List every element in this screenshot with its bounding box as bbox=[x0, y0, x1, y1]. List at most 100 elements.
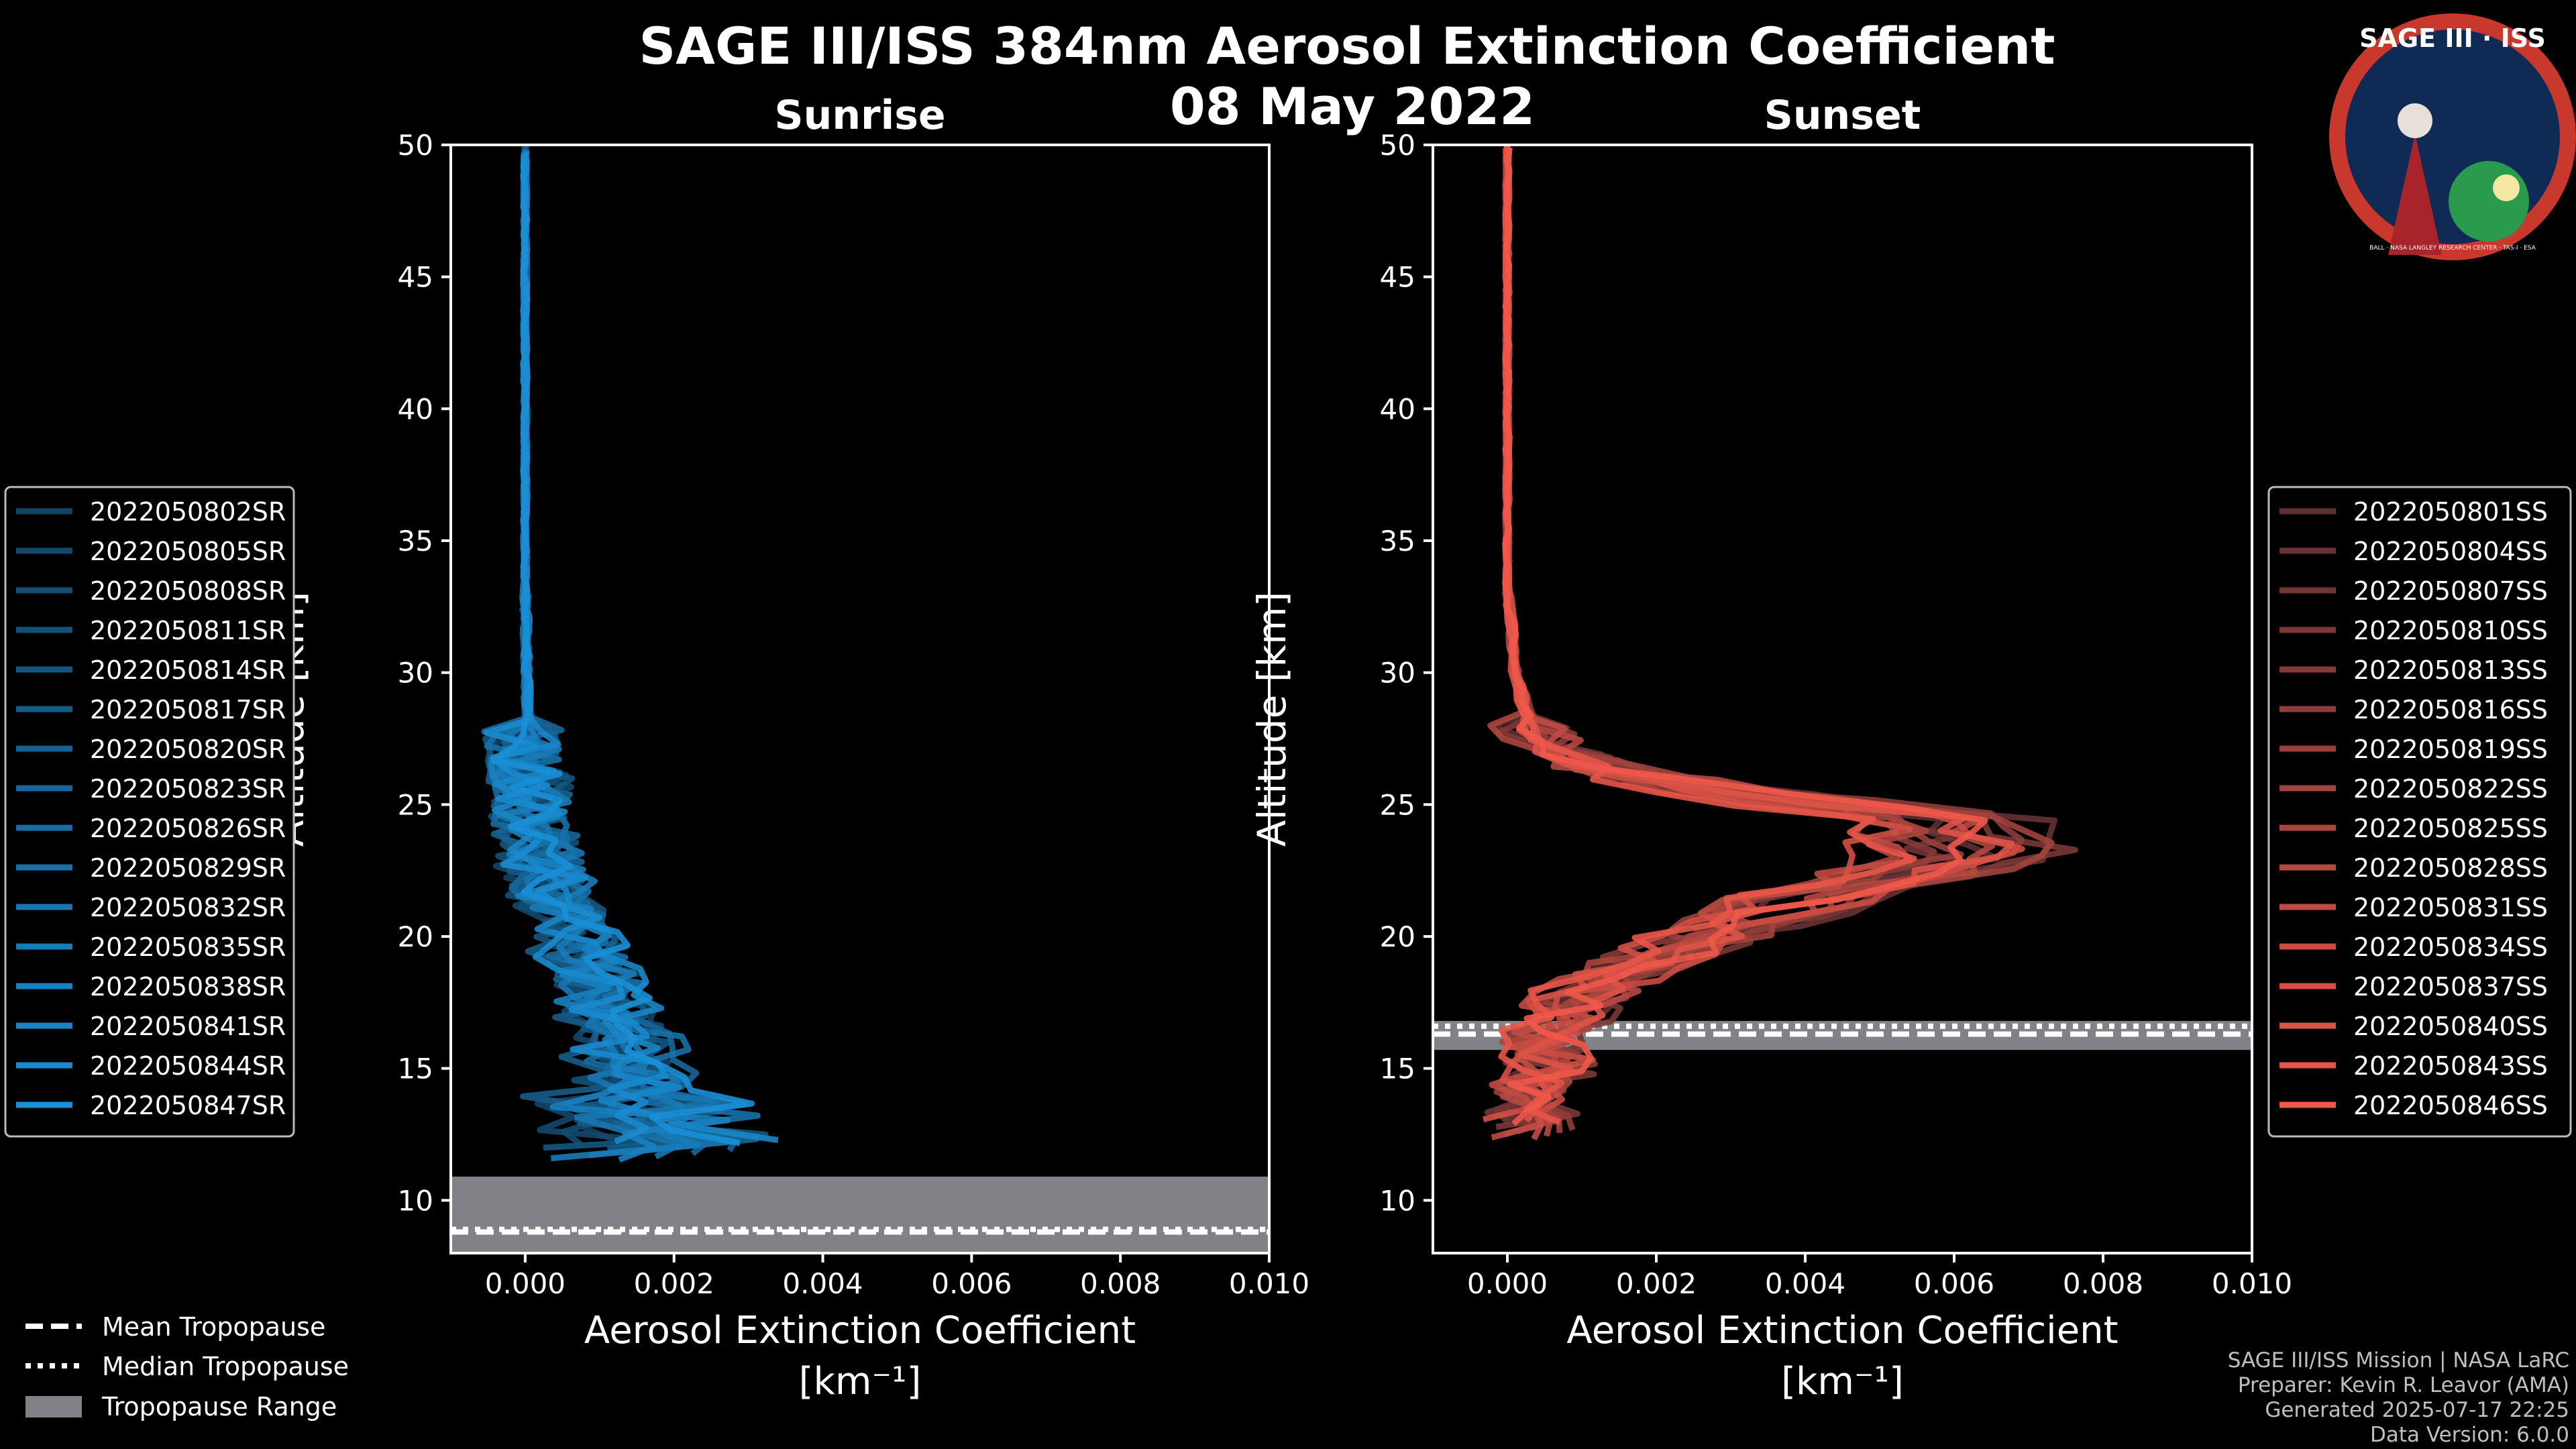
tropopause-legend: Mean Tropopause Median Tropopause Tropop… bbox=[25, 1312, 349, 1421]
logo-earth bbox=[2449, 161, 2529, 241]
legend-label: 2022050840SS bbox=[2353, 1012, 2548, 1041]
y-axis-label: Altitude [km] bbox=[1249, 592, 1295, 847]
x-tick-label: 0.006 bbox=[931, 1267, 1012, 1300]
y-tick-label: 35 bbox=[1380, 525, 1415, 557]
x-tick-label: 0.004 bbox=[782, 1267, 863, 1300]
x-axis-label: Aerosol Extinction Coefficient bbox=[1566, 1309, 2118, 1352]
legend-label: 2022050816SS bbox=[2353, 695, 2548, 724]
tropopause-range-band bbox=[451, 1176, 1269, 1253]
y-tick-label: 25 bbox=[1380, 788, 1415, 821]
legend-label: 2022050825SS bbox=[2353, 814, 2548, 843]
legend-median-label: Median Tropopause bbox=[102, 1352, 349, 1381]
legend-range-label: Tropopause Range bbox=[101, 1392, 337, 1421]
profile-line-2022050831SS bbox=[1489, 148, 1914, 1141]
x-tick-label: 0.002 bbox=[1616, 1267, 1697, 1300]
figure-date: 08 May 2022 bbox=[1170, 76, 1535, 136]
x-tick-label: 0.000 bbox=[1467, 1267, 1548, 1300]
y-tick-label: 25 bbox=[398, 788, 433, 821]
legend-label: 2022050813SS bbox=[2353, 655, 2548, 685]
y-tick-label: 30 bbox=[398, 657, 433, 690]
profile-line-2022050837SS bbox=[1483, 155, 1913, 1123]
y-tick-label: 45 bbox=[1380, 261, 1415, 294]
y-tick-label: 15 bbox=[1380, 1053, 1415, 1085]
legend-label: 2022050819SS bbox=[2353, 735, 2548, 764]
sage-logo: SAGE III · ISS BALL · NASA LANGLEY RESEA… bbox=[2329, 13, 2576, 260]
legend-label: 2022050834SS bbox=[2353, 932, 2548, 962]
y-tick-label: 10 bbox=[398, 1184, 433, 1217]
y-tick-label: 50 bbox=[1380, 129, 1415, 162]
panel-title: Sunset bbox=[1764, 92, 1921, 139]
series-legend-box bbox=[2267, 486, 2572, 1138]
legend-label: 2022050831SS bbox=[2353, 893, 2548, 922]
legend-label: 2022050823SR bbox=[90, 774, 286, 804]
legend-label: 2022050846SS bbox=[2353, 1091, 2548, 1120]
legend-label: 2022050847SR bbox=[90, 1091, 286, 1120]
x-tick-label: 0.010 bbox=[2212, 1267, 2292, 1300]
legend-label: 2022050838SR bbox=[90, 972, 286, 1002]
legend-label: 2022050802SR bbox=[90, 497, 286, 527]
y-tick-label: 35 bbox=[398, 525, 433, 557]
logo-figure bbox=[2388, 134, 2442, 255]
legend-mean-label: Mean Tropopause bbox=[102, 1312, 325, 1342]
logo-sun bbox=[2493, 174, 2520, 201]
profile-line-2022050846SS bbox=[1502, 147, 1988, 1126]
legend-label: 2022050807SS bbox=[2353, 576, 2548, 606]
credit-line: Generated 2025-07-17 22:25 bbox=[2265, 1398, 2569, 1422]
y-tick-label: 40 bbox=[398, 392, 433, 425]
credit-line: Data Version: 6.0.0 bbox=[2370, 1423, 2569, 1447]
legend-label: 2022050837SS bbox=[2353, 972, 2548, 1002]
y-tick-label: 10 bbox=[1380, 1184, 1415, 1217]
legend-label: 2022050808SR bbox=[90, 576, 286, 606]
panel-title: Sunrise bbox=[774, 92, 945, 139]
legend-label: 2022050828SS bbox=[2353, 853, 2548, 883]
y-tick-label: 50 bbox=[398, 129, 433, 162]
x-tick-label: 0.008 bbox=[2063, 1267, 2143, 1300]
legend-range-swatch bbox=[25, 1396, 82, 1417]
profile-line-2022050819SS bbox=[1493, 154, 1964, 1134]
legend-label: 2022050822SS bbox=[2353, 774, 2548, 804]
x-tick-label: 0.004 bbox=[1765, 1267, 1845, 1300]
x-axis-unit: [km⁻¹] bbox=[799, 1360, 922, 1403]
credit-line: Preparer: Kevin R. Leavor (AMA) bbox=[2238, 1373, 2569, 1397]
credit-line: SAGE III/ISS Mission | NASA LaRC bbox=[2228, 1348, 2569, 1373]
y-tick-label: 15 bbox=[398, 1053, 433, 1085]
credits: SAGE III/ISS Mission | NASA LaRC Prepare… bbox=[2228, 1348, 2569, 1447]
y-tick-label: 40 bbox=[1380, 392, 1415, 425]
legend-label: 2022050843SS bbox=[2353, 1051, 2548, 1081]
profile-line-2022050847SR bbox=[491, 153, 755, 1146]
legend-label: 2022050841SR bbox=[90, 1012, 286, 1041]
legend-label: 2022050835SR bbox=[90, 932, 286, 962]
x-tick-label: 0.008 bbox=[1080, 1267, 1161, 1300]
x-tick-label: 0.000 bbox=[485, 1267, 566, 1300]
x-tick-label: 0.010 bbox=[1229, 1267, 1309, 1300]
legend-label: 2022050820SR bbox=[90, 735, 286, 764]
legend-label: 2022050829SR bbox=[90, 853, 286, 883]
axes-frame bbox=[1432, 144, 2253, 1254]
legend-label: 2022050832SR bbox=[90, 893, 286, 922]
y-tick-label: 20 bbox=[398, 920, 433, 953]
legend-label: 2022050801SS bbox=[2353, 497, 2548, 527]
logo-ring-text: BALL · NASA LANGLEY RESEARCH CENTER · TA… bbox=[2369, 245, 2536, 252]
legend-label: 2022050814SR bbox=[90, 655, 286, 685]
x-axis-unit: [km⁻¹] bbox=[1781, 1360, 1904, 1403]
y-tick-label: 30 bbox=[1380, 657, 1415, 690]
sunset-panel: 0.000 0.002 0.004 0.006 0.008 0.010 10 15 20 25 30… bbox=[1249, 92, 2572, 1403]
legend-label: 2022050844SR bbox=[90, 1051, 286, 1081]
legend-label: 2022050826SR bbox=[90, 814, 286, 843]
y-tick-label: 20 bbox=[1380, 920, 1415, 953]
legend-label: 2022050811SR bbox=[90, 616, 286, 645]
legend-label: 2022050810SS bbox=[2353, 616, 2548, 645]
sunrise-panel: 0.000 0.002 0.004 0.006 0.008 0.010 10 15 20 25 30… bbox=[4, 92, 1309, 1403]
series-legend-box bbox=[4, 486, 295, 1138]
legend-label: 2022050805SR bbox=[90, 537, 286, 566]
logo-head bbox=[2398, 103, 2432, 138]
y-tick-label: 45 bbox=[398, 261, 433, 294]
figure-title: SAGE III/ISS 384nm Aerosol Extinction Co… bbox=[639, 16, 2055, 76]
x-tick-label: 0.006 bbox=[1914, 1267, 1994, 1300]
legend-label: 2022050817SR bbox=[90, 695, 286, 724]
x-axis-label: Aerosol Extinction Coefficient bbox=[584, 1309, 1136, 1352]
legend-label: 2022050804SS bbox=[2353, 537, 2548, 566]
x-tick-label: 0.002 bbox=[634, 1267, 714, 1300]
axes-frame bbox=[449, 144, 1271, 1254]
